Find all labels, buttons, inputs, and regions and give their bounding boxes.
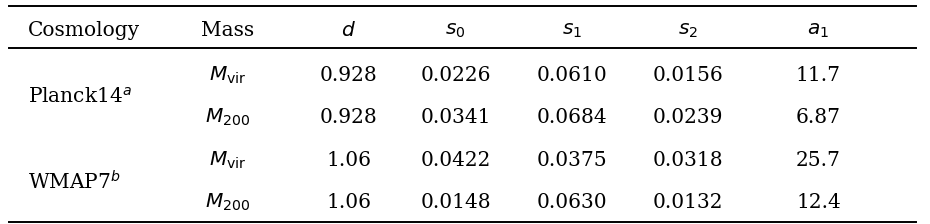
Text: 0.0341: 0.0341	[420, 108, 491, 127]
Text: 0.928: 0.928	[320, 66, 378, 84]
Text: $M_{200}$: $M_{200}$	[206, 192, 250, 213]
Text: $d$: $d$	[341, 21, 356, 40]
Text: 0.0148: 0.0148	[420, 193, 491, 212]
Text: $s_1$: $s_1$	[562, 21, 582, 40]
Text: 1.06: 1.06	[326, 151, 371, 170]
Text: $M_{\rm vir}$: $M_{\rm vir}$	[209, 149, 246, 171]
Text: 0.0422: 0.0422	[420, 151, 491, 170]
Text: $s_2$: $s_2$	[678, 21, 698, 40]
Text: $M_{200}$: $M_{200}$	[206, 107, 250, 128]
Text: 0.928: 0.928	[320, 108, 378, 127]
Text: WMAP7$^b$: WMAP7$^b$	[28, 170, 121, 193]
Text: 0.0318: 0.0318	[653, 151, 724, 170]
Text: 0.0684: 0.0684	[537, 108, 607, 127]
Text: 0.0156: 0.0156	[653, 66, 724, 84]
Text: 0.0375: 0.0375	[537, 151, 607, 170]
Text: 1.06: 1.06	[326, 193, 371, 212]
Text: 0.0132: 0.0132	[653, 193, 724, 212]
Text: 0.0610: 0.0610	[537, 66, 607, 84]
Text: 0.0226: 0.0226	[420, 66, 491, 84]
Text: 0.0239: 0.0239	[653, 108, 724, 127]
Text: Planck14$^a$: Planck14$^a$	[28, 86, 132, 106]
Text: $a_1$: $a_1$	[807, 21, 830, 40]
Text: 12.4: 12.4	[796, 193, 841, 212]
Text: 6.87: 6.87	[796, 108, 841, 127]
Text: 0.0630: 0.0630	[537, 193, 607, 212]
Text: $M_{\rm vir}$: $M_{\rm vir}$	[209, 64, 246, 86]
Text: $s_0$: $s_0$	[445, 21, 466, 40]
Text: Cosmology: Cosmology	[28, 21, 140, 40]
Text: Mass: Mass	[201, 21, 255, 40]
Text: 25.7: 25.7	[796, 151, 841, 170]
Text: 11.7: 11.7	[796, 66, 841, 84]
